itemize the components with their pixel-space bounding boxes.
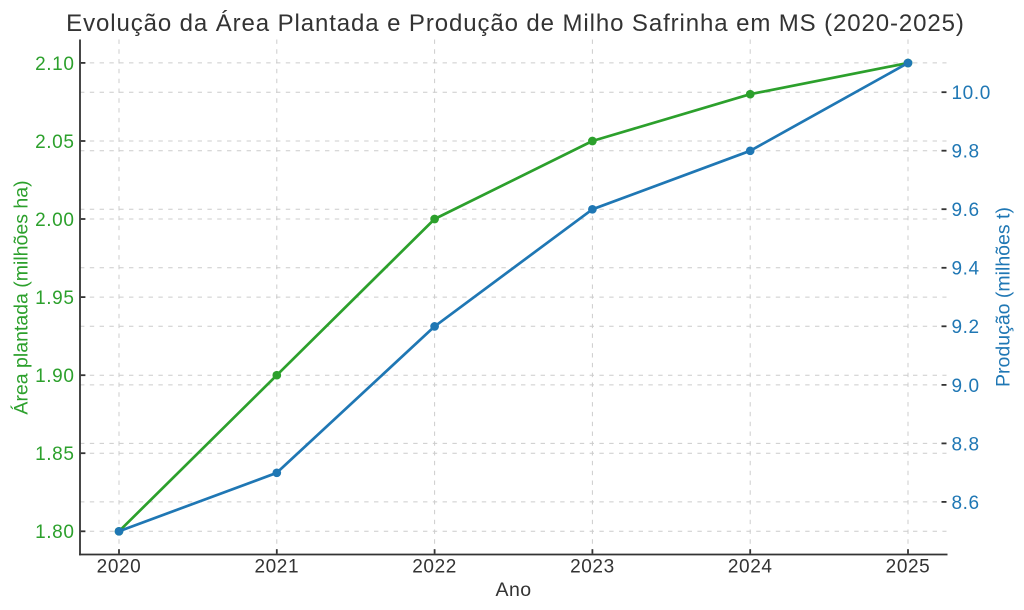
svg-text:1.95: 1.95 — [35, 288, 74, 309]
svg-text:2025: 2025 — [886, 557, 931, 578]
svg-text:2021: 2021 — [254, 557, 299, 578]
svg-text:1.80: 1.80 — [35, 522, 74, 543]
svg-text:1.85: 1.85 — [35, 444, 74, 465]
svg-text:2022: 2022 — [412, 557, 457, 578]
svg-text:2.05: 2.05 — [35, 132, 74, 153]
svg-text:2.00: 2.00 — [35, 210, 74, 231]
svg-text:2020: 2020 — [97, 557, 142, 578]
svg-text:10.0: 10.0 — [952, 83, 991, 104]
svg-text:Ano: Ano — [496, 579, 532, 601]
svg-text:Produção (milhões t): Produção (milhões t) — [993, 207, 1015, 387]
svg-text:1.90: 1.90 — [35, 366, 74, 387]
svg-text:9.0: 9.0 — [952, 376, 980, 397]
svg-text:2.10: 2.10 — [35, 54, 74, 75]
svg-text:Área plantada (milhões ha): Área plantada (milhões ha) — [10, 180, 33, 414]
svg-text:9.8: 9.8 — [952, 142, 980, 163]
svg-text:Evolução da Área Plantada e Pr: Evolução da Área Plantada e Produção de … — [66, 10, 965, 37]
svg-text:9.2: 9.2 — [952, 317, 980, 338]
svg-text:9.6: 9.6 — [952, 200, 980, 221]
svg-text:9.4: 9.4 — [952, 259, 980, 280]
svg-text:8.6: 8.6 — [952, 493, 980, 514]
svg-text:2023: 2023 — [570, 557, 615, 578]
svg-text:8.8: 8.8 — [952, 434, 980, 455]
svg-text:2024: 2024 — [728, 557, 773, 578]
